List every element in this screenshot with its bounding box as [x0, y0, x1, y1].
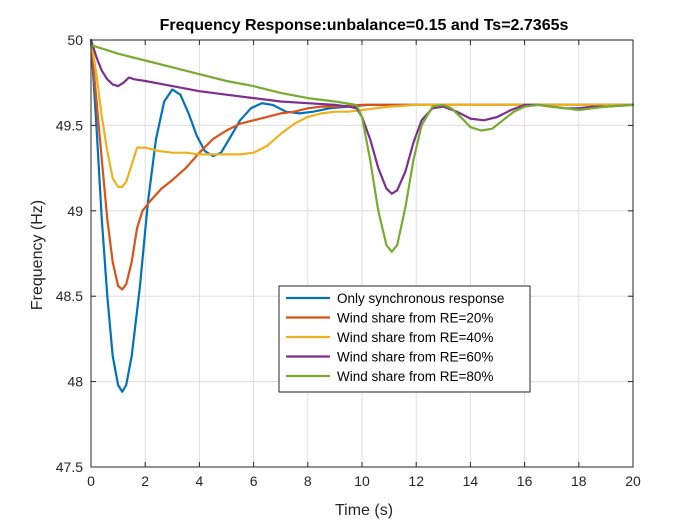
legend-label-4: Wind share from RE=80% [337, 369, 493, 384]
y-axis-label: Frequency (Hz) [29, 200, 46, 310]
legend: Only synchronous response Wind share from… [278, 285, 531, 393]
x-tick-label: 18 [571, 473, 587, 489]
series-line-4 [89, 43, 635, 253]
y-tick-label: 49.5 [56, 117, 83, 133]
x-tick-label: 16 [517, 473, 533, 489]
y-tick-label: 50 [67, 32, 83, 48]
y-tick-label: 48.5 [56, 288, 83, 304]
tick-layer: 0 2 4 6 8 10 12 14 16 18 20 47.5 48 48.5 49 49.5 50 [56, 32, 641, 489]
legend-items: Only synchronous response Wind share from… [286, 291, 504, 384]
series-layer [89, 38, 635, 393]
x-tick-label: 8 [304, 473, 312, 489]
x-tick-label: 6 [250, 473, 258, 489]
legend-box [278, 285, 531, 393]
x-tick-label: 12 [408, 473, 424, 489]
x-tick-label: 14 [463, 473, 479, 489]
x-tick-label: 4 [196, 473, 204, 489]
x-axis-label: Time (s) [335, 502, 393, 519]
x-tick-label: 2 [141, 473, 149, 489]
legend-label-3: Wind share from RE=60% [337, 350, 493, 365]
y-tick-label: 49 [67, 203, 83, 219]
series-line-3 [89, 38, 635, 195]
legend-label-1: Wind share from RE=20% [337, 311, 493, 326]
legend-label-2: Wind share from RE=40% [337, 330, 493, 345]
x-tick-label: 0 [87, 473, 95, 489]
y-tick-label: 48 [67, 374, 83, 390]
legend-label-0: Only synchronous response [337, 291, 504, 306]
series-line-2 [89, 38, 635, 188]
x-tick-label: 10 [354, 473, 370, 489]
y-tick-label: 47.5 [56, 459, 83, 475]
chart-title: Frequency Response:unbalance=0.15 and Ts… [160, 17, 569, 34]
x-tick-label: 20 [625, 473, 641, 489]
